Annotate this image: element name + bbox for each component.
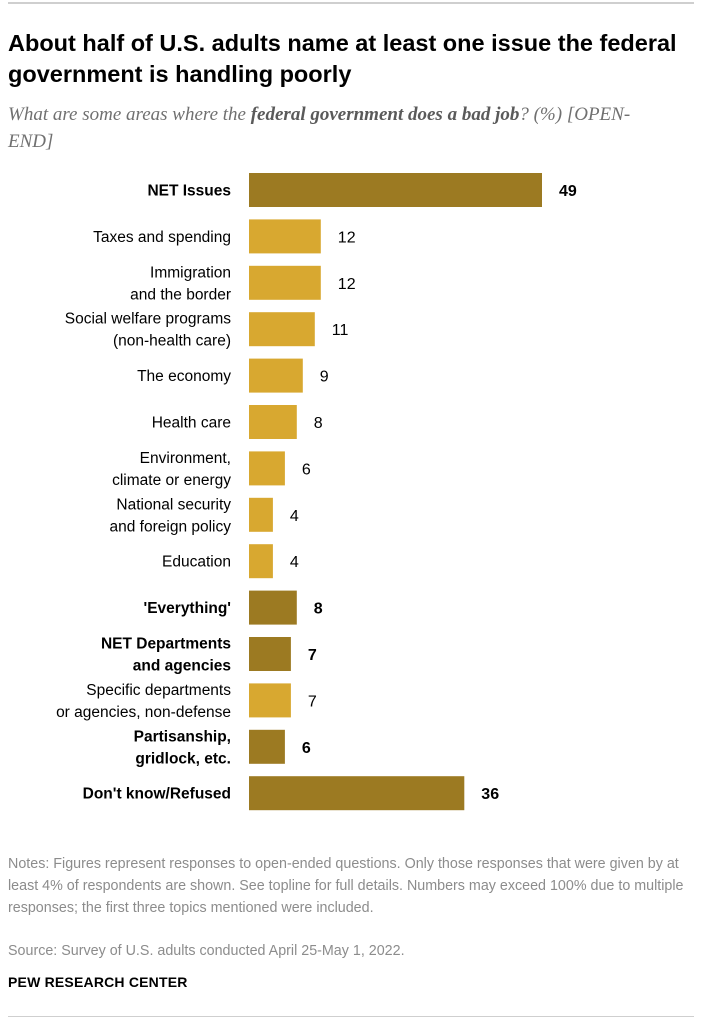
category-label-line: NET Issues bbox=[147, 183, 231, 200]
category-label-partisanship-gridlock-etc: Partisanship, gridlock, etc. bbox=[134, 728, 231, 767]
bar-the-economy bbox=[249, 358, 303, 393]
value-label-specific-departments-or-agencies-non-defense: 7 bbox=[308, 693, 317, 710]
category-label-line: Specific departments bbox=[86, 682, 231, 699]
category-label-line: Partisanship, bbox=[134, 728, 231, 745]
bar-net-issues bbox=[249, 173, 542, 207]
category-label-line: and the border bbox=[130, 286, 231, 303]
brand-logo-text: PEW RESEARCH CENTER bbox=[8, 974, 188, 990]
category-label-net-issues: NET Issues bbox=[147, 183, 231, 200]
bar-partisanship-gridlock-etc bbox=[249, 729, 285, 764]
category-label-line: Education bbox=[162, 554, 231, 571]
category-label-line: Health care bbox=[152, 415, 231, 432]
subtitle-suffix: ? (%) [OPEN-END] bbox=[8, 104, 631, 152]
value-label-net-departments-and-agencies: 7 bbox=[308, 647, 317, 664]
category-label-line: Social welfare programs bbox=[65, 311, 232, 328]
category-label-net-departments-and-agencies: NET Departments and agencies bbox=[101, 636, 231, 675]
category-label-line: National security bbox=[116, 496, 231, 513]
bar-social-welfare-programs-non-health-care bbox=[249, 312, 315, 347]
bar-health-care bbox=[249, 405, 297, 439]
value-label-the-economy: 9 bbox=[320, 369, 329, 386]
category-label-line: gridlock, etc. bbox=[135, 750, 231, 767]
category-label-line: Environment, bbox=[140, 450, 231, 467]
category-label-environment-climate-or-energy: Environment, climate or energy bbox=[112, 450, 231, 489]
category-label-national-security-and-foreign-policy: National security and foreign policy bbox=[110, 496, 232, 535]
category-label-education: Education bbox=[162, 554, 231, 571]
category-label-health-care: Health care bbox=[152, 415, 231, 432]
category-label-line: NET Departments bbox=[101, 636, 231, 653]
category-label-everything: 'Everything' bbox=[144, 600, 231, 617]
bottom-rule bbox=[8, 1016, 694, 1017]
bar-immigration-and-the-border bbox=[249, 265, 321, 300]
subtitle-prefix: What are some areas where the bbox=[8, 104, 251, 125]
value-label-don-t-know-refused: 36 bbox=[481, 786, 499, 803]
category-label-immigration-and-the-border: Immigration and the border bbox=[130, 264, 231, 303]
value-label-taxes-and-spending: 12 bbox=[338, 229, 356, 246]
category-label-line: and foreign policy bbox=[110, 518, 232, 535]
chart-notes: Notes: Figures represent responses to op… bbox=[8, 856, 684, 916]
value-label-partisanship-gridlock-etc: 6 bbox=[302, 740, 311, 757]
chart-title: About half of U.S. adults name at least … bbox=[8, 30, 677, 87]
chart-source: Source: Survey of U.S. adults conducted … bbox=[8, 943, 405, 959]
value-label-social-welfare-programs-non-health-care: 11 bbox=[332, 322, 349, 339]
bar-net-departments-and-agencies bbox=[249, 637, 291, 671]
chart-subtitle: What are some areas where the federal go… bbox=[8, 101, 648, 155]
category-label-taxes-and-spending: Taxes and spending bbox=[93, 229, 231, 246]
value-label-immigration-and-the-border: 12 bbox=[338, 276, 356, 293]
bar-everything bbox=[249, 590, 297, 625]
subtitle-emphasis: federal government does a bad job bbox=[250, 104, 520, 125]
bar-environment-climate-or-energy bbox=[249, 451, 285, 486]
category-label-specific-departments-or-agencies-non-defense: Specific departments or agencies, non-def… bbox=[56, 682, 231, 721]
value-label-environment-climate-or-energy: 6 bbox=[302, 461, 311, 478]
value-label-national-security-and-foreign-policy: 4 bbox=[290, 508, 299, 525]
category-label-line: (non-health care) bbox=[113, 333, 231, 350]
category-label-line: Taxes and spending bbox=[93, 229, 231, 246]
bar-education bbox=[249, 544, 273, 579]
category-label-line: The economy bbox=[137, 368, 231, 385]
category-label-line: Immigration bbox=[150, 264, 231, 281]
value-label-health-care: 8 bbox=[314, 415, 323, 432]
bar-don-t-know-refused bbox=[249, 776, 465, 811]
bar-taxes-and-spending bbox=[249, 219, 321, 254]
category-label-line: 'Everything' bbox=[144, 600, 231, 617]
category-label-don-t-know-refused: Don't know/Refused bbox=[83, 786, 231, 803]
category-label-line: climate or energy bbox=[112, 472, 231, 489]
value-label-everything: 8 bbox=[314, 601, 323, 618]
bar-specific-departments-or-agencies-non-defense bbox=[249, 683, 291, 718]
category-label-line: or agencies, non-defense bbox=[56, 704, 231, 721]
category-label-line: and agencies bbox=[133, 658, 231, 675]
bar-national-security-and-foreign-policy bbox=[249, 497, 273, 532]
category-label-line: Don't know/Refused bbox=[83, 786, 231, 803]
top-rule bbox=[8, 2, 694, 4]
category-label-social-welfare-programs-non-health-care: Social welfare programs (non-health care) bbox=[65, 311, 232, 350]
category-label-the-economy: The economy bbox=[137, 368, 231, 385]
value-label-education: 4 bbox=[290, 554, 299, 571]
value-label-net-issues: 49 bbox=[559, 183, 577, 200]
